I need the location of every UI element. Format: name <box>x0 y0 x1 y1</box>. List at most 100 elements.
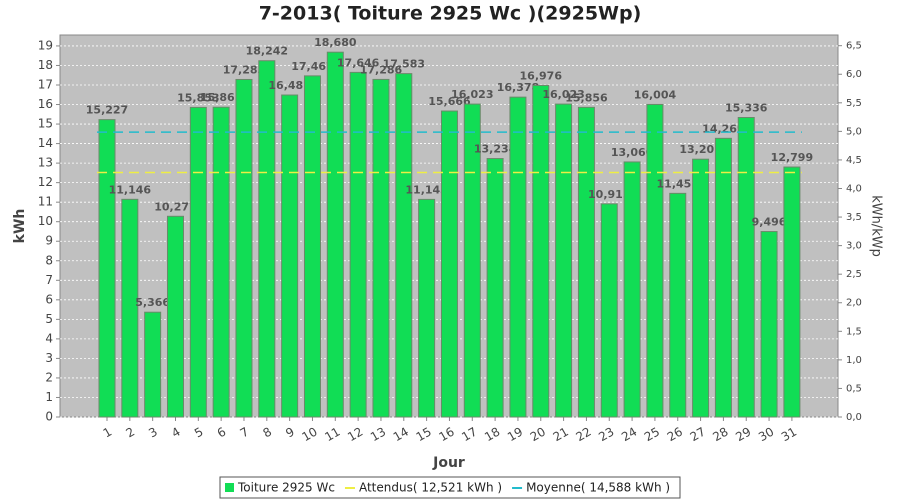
bar <box>692 158 710 418</box>
x-tick-label: 17 <box>459 425 479 445</box>
y2-tick-label: 0,0 <box>846 412 862 423</box>
y-tick-label: 14 <box>38 136 53 150</box>
x-tick-label: 22 <box>573 425 593 445</box>
bar <box>760 231 778 418</box>
y-axis-label: kWh <box>12 209 28 244</box>
y-tick-label: 9 <box>45 234 53 248</box>
value-label: 12,799 <box>771 151 813 164</box>
value-label: 16,487 <box>268 79 310 92</box>
value-label: 18,242 <box>246 45 288 58</box>
y2-tick-label: 3,5 <box>846 212 862 223</box>
bar <box>212 106 230 418</box>
bar <box>714 137 732 418</box>
bar <box>577 106 595 418</box>
chart-title: 7-2013( Toiture 2925 Wc )(2925Wp) <box>259 3 642 25</box>
value-label: 15,853 <box>177 91 219 104</box>
bar <box>418 198 436 418</box>
value-label: 13,234 <box>474 143 517 156</box>
legend-label: Moyenne( 14,588 kWh ) <box>526 481 670 495</box>
x-tick-label: 15 <box>414 425 434 445</box>
y-tick-label: 6 <box>45 292 53 306</box>
x-tick-label: 11 <box>322 425 342 445</box>
value-label: 16,976 <box>520 69 563 82</box>
bar <box>646 103 664 418</box>
value-label: 11,451 <box>657 177 699 190</box>
y-tick-label: 18 <box>38 58 53 72</box>
x-tick-label: 20 <box>528 425 548 445</box>
y2-tick-label: 3,0 <box>846 241 862 252</box>
bar <box>372 78 390 418</box>
value-label: 17,467 <box>291 60 333 73</box>
bar <box>555 103 573 418</box>
value-label: 17,283 <box>223 63 265 76</box>
bar <box>189 106 207 418</box>
y2-tick-label: 2,0 <box>846 298 862 309</box>
y2-tick-label: 1,0 <box>846 355 862 366</box>
y-tick-label: 0 <box>45 410 53 424</box>
x-tick-label: 12 <box>345 425 365 445</box>
value-label: 5,366 <box>135 296 170 309</box>
bar <box>532 84 550 418</box>
y2-tick-label: 5,0 <box>846 126 862 137</box>
bar <box>166 215 184 418</box>
y2-tick-label: 0,5 <box>846 383 862 394</box>
x-axis-label: Jour <box>432 455 465 471</box>
y-tick-label: 5 <box>45 312 53 326</box>
bar <box>486 158 504 418</box>
bar <box>395 73 413 418</box>
x-tick-label: 26 <box>665 425 685 445</box>
legend <box>219 476 681 499</box>
y-tick-label: 19 <box>38 38 53 52</box>
y-tick-label: 10 <box>38 214 53 228</box>
legend-label: Attendus( 12,521 kWh ) <box>359 481 502 495</box>
bar <box>258 60 276 418</box>
bar <box>623 161 641 418</box>
bar <box>281 94 299 418</box>
x-tick-label: 30 <box>756 425 776 445</box>
y-tick-label: 3 <box>45 351 53 365</box>
x-tick-label: 31 <box>779 425 799 445</box>
x-tick-label: 16 <box>436 425 456 445</box>
value-label: 17,583 <box>383 58 425 71</box>
bar <box>669 192 687 418</box>
value-label: 15,227 <box>86 104 128 117</box>
value-label: 16,004 <box>634 88 677 101</box>
y2-tick-label: 4,5 <box>846 155 862 166</box>
bar <box>783 166 801 418</box>
bar <box>737 116 755 418</box>
y-tick-label: 4 <box>45 331 53 345</box>
x-tick-label: 19 <box>505 425 525 445</box>
bar <box>349 71 367 418</box>
x-tick-label: 28 <box>710 425 730 445</box>
value-label: 16,378 <box>497 81 539 94</box>
x-tick-label: 25 <box>642 425 662 445</box>
bar <box>440 110 458 418</box>
bar <box>326 51 344 418</box>
x-tick-label: 24 <box>619 425 639 445</box>
y-tick-label: 15 <box>38 117 53 131</box>
value-label: 13,060 <box>611 146 654 159</box>
value-label: 15,666 <box>428 95 471 108</box>
x-tick-label: 18 <box>482 425 502 445</box>
legend-swatch <box>225 483 234 492</box>
y2-tick-label: 1,5 <box>846 326 862 337</box>
y-tick-label: 1 <box>45 390 53 404</box>
bar <box>235 78 253 418</box>
value-label: 10,277 <box>154 200 196 213</box>
x-tick-label: 23 <box>596 425 616 445</box>
legend-label: Toiture 2925 Wc <box>237 481 335 495</box>
y-tick-label: 12 <box>38 175 53 189</box>
y2-tick-label: 6,0 <box>846 69 862 80</box>
value-label: 17,646 <box>337 56 380 69</box>
value-label: 18,680 <box>314 36 357 49</box>
value-label: 13,201 <box>679 143 721 156</box>
y2-tick-label: 2,5 <box>846 269 862 280</box>
y-tick-label: 8 <box>45 253 53 267</box>
value-label: 15,856 <box>565 91 608 104</box>
value-label: 11,143 <box>405 183 447 196</box>
y-tick-label: 11 <box>38 195 53 209</box>
y2-tick-label: 4,0 <box>846 183 862 194</box>
value-label: 10,913 <box>588 188 630 201</box>
y-tick-label: 17 <box>38 77 53 91</box>
